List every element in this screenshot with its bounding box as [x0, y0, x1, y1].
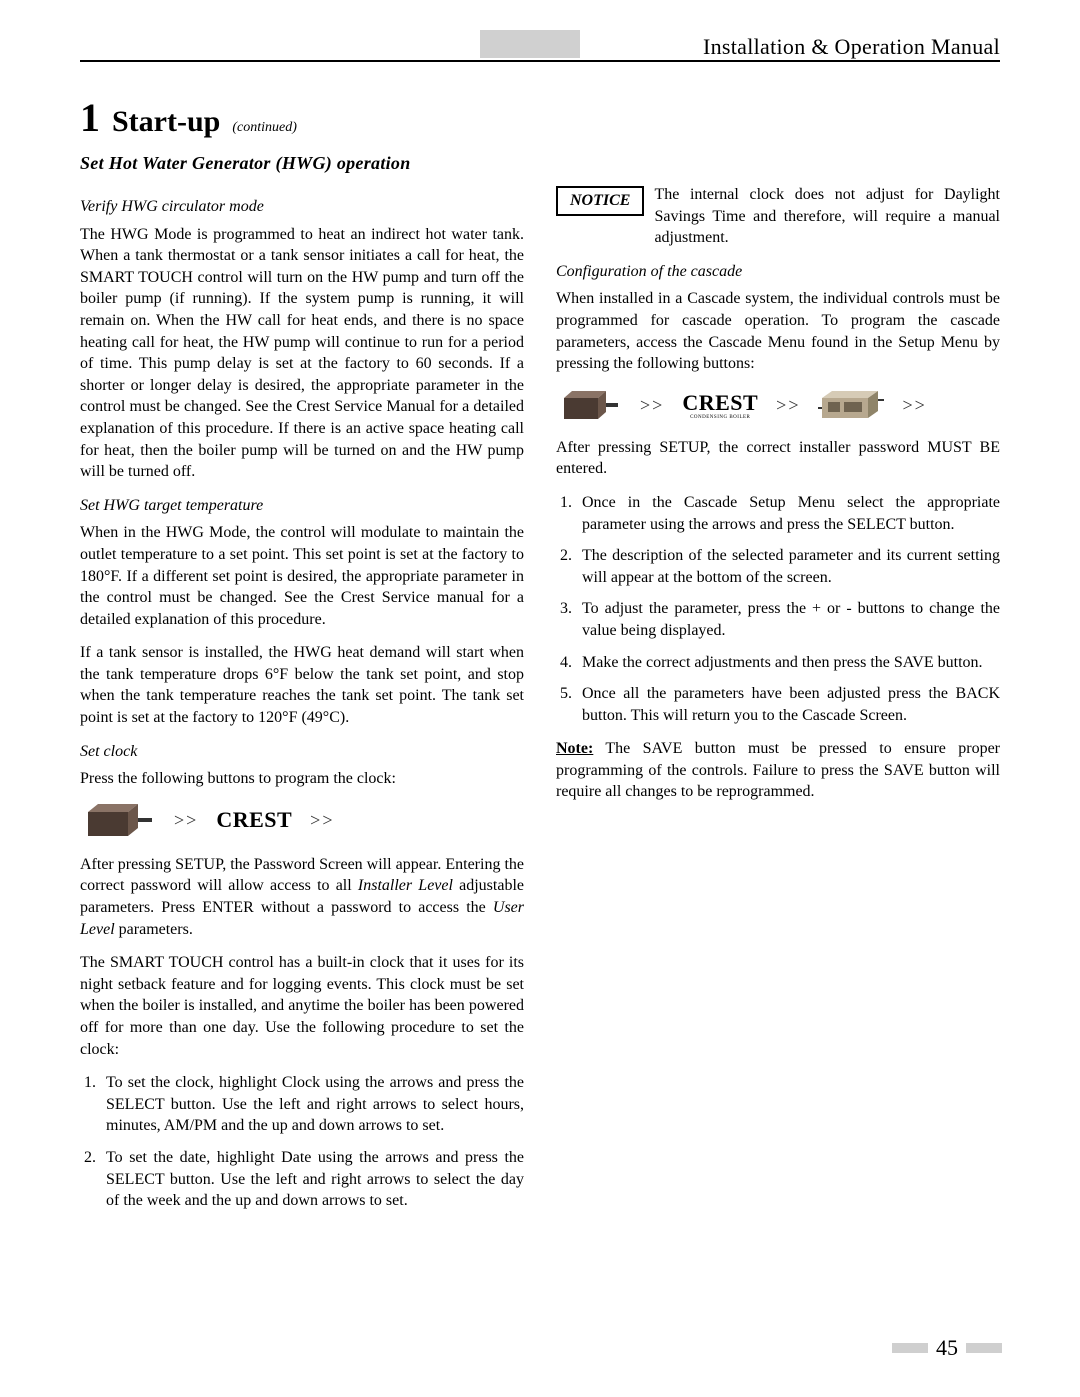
crest-logo: CREST CONDENSING BOILER: [682, 388, 758, 421]
crest-logo: CREST: [216, 805, 292, 835]
p-cascade-intro: When installed in a Cascade system, the …: [556, 288, 1000, 374]
cascade-step: Once in the Cascade Setup Menu select th…: [576, 492, 1000, 535]
cascade-steps-list: Once in the Cascade Setup Menu select th…: [576, 492, 1000, 726]
crest-logo-text: CREST: [682, 390, 758, 415]
notice-row: NOTICE The internal clock does not adjus…: [556, 184, 1000, 249]
h-target-temp: Set HWG target temperature: [80, 495, 524, 517]
left-column: Verify HWG circulator mode The HWG Mode …: [80, 184, 524, 1224]
note-text: The SAVE button must be pressed to ensur…: [556, 740, 1000, 800]
p-verify-circulator: The HWG Mode is programmed to heat an in…: [80, 224, 524, 483]
arrow-icon: >>: [776, 393, 800, 417]
page-number-bar: [966, 1343, 1002, 1353]
h-set-clock: Set clock: [80, 741, 524, 763]
notice-label-box: NOTICE: [556, 186, 644, 216]
crest-logo-subtitle: CONDENSING BOILER: [682, 415, 758, 422]
cascade-step: Once all the parameters have been adjust…: [576, 683, 1000, 726]
p-clock-intro: Press the following buttons to program t…: [80, 768, 524, 790]
clock-step: To set the clock, highlight Clock using …: [100, 1072, 524, 1137]
page-number-block: 45: [892, 1335, 1002, 1361]
p-target-2: If a tank sensor is installed, the HWG h…: [80, 642, 524, 728]
cascade-step: To adjust the parameter, press the + or …: [576, 598, 1000, 641]
cascade-step: Make the correct adjustments and then pr…: [576, 652, 1000, 674]
arrow-icon: >>: [902, 393, 926, 417]
clock-button-row: >> CREST >>: [86, 800, 524, 840]
boiler-cube-icon: [562, 387, 622, 423]
page-number-bar: [892, 1343, 928, 1353]
note-label: Note:: [556, 740, 593, 757]
right-column: NOTICE The internal clock does not adjus…: [556, 184, 1000, 1224]
p-target-1: When in the HWG Mode, the control will m…: [80, 522, 524, 630]
p-clock-builtin: The SMART TOUCH control has a built-in c…: [80, 952, 524, 1060]
circuit-board-icon: [818, 388, 884, 422]
note-paragraph: Note: The SAVE button must be pressed to…: [556, 738, 1000, 803]
p-after-setup: After pressing SETUP, the correct instal…: [556, 437, 1000, 480]
arrow-icon: >>: [310, 808, 334, 832]
header-rule: [80, 60, 1000, 62]
section-text: Start-up: [112, 105, 220, 139]
section-number: 1: [80, 94, 100, 141]
clock-step: To set the date, highlight Date using th…: [100, 1147, 524, 1212]
h-verify-circulator: Verify HWG circulator mode: [80, 196, 524, 218]
arrow-icon: >>: [640, 393, 664, 417]
page-number: 45: [936, 1335, 958, 1361]
h-cascade: Configuration of the cascade: [556, 261, 1000, 283]
cascade-button-row: >> CREST CONDENSING BOILER >>: [562, 387, 1000, 423]
clock-steps-list: To set the clock, highlight Clock using …: [100, 1072, 524, 1212]
section-continued: (continued): [232, 120, 297, 136]
boiler-cube-icon: [86, 800, 156, 840]
header-manual-title: Installation & Operation Manual: [703, 34, 1000, 60]
crest-logo-text: CREST: [216, 807, 292, 832]
cascade-step: The description of the selected paramete…: [576, 545, 1000, 588]
subsection-heading: Set Hot Water Generator (HWG) operation: [80, 153, 1000, 174]
p-clock-after-setup: After pressing SETUP, the Password Scree…: [80, 854, 524, 940]
section-title: 1 Start-up (continued): [80, 94, 1000, 141]
arrow-icon: >>: [174, 808, 198, 832]
notice-text: The internal clock does not adjust for D…: [654, 184, 1000, 249]
